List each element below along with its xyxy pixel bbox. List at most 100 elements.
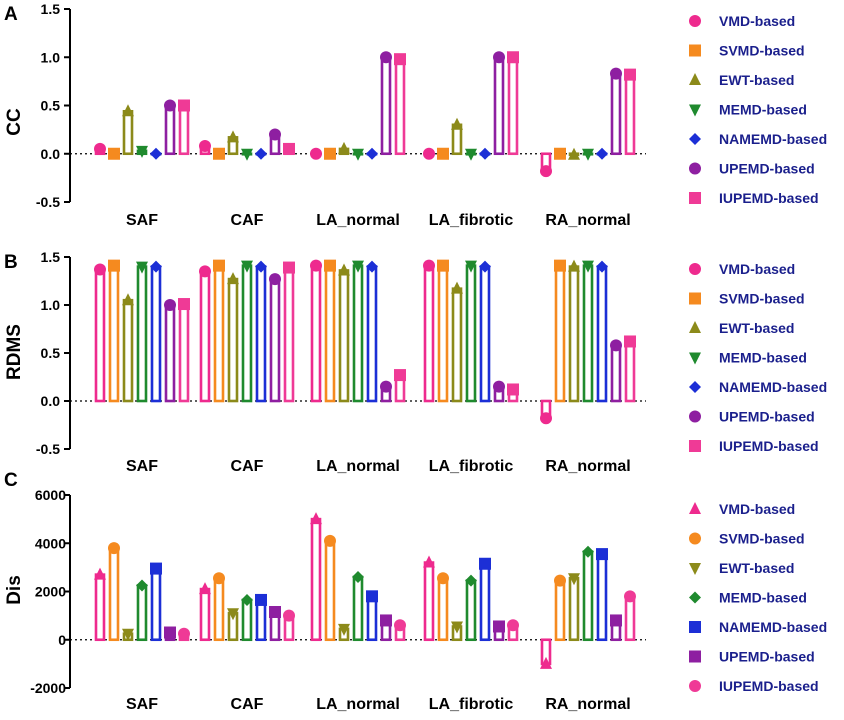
- y-tick-label: 1.0: [41, 49, 61, 65]
- legend-label-svmd-based: SVMD-based: [719, 531, 805, 547]
- bar-cap-namemd-based-caf: [255, 147, 267, 160]
- legend-label-iupemd-based: IUPEMD-based: [719, 678, 819, 694]
- bar-cap-ewt-based-la-normal: [338, 141, 350, 154]
- bar-cap-ewt-based-saf: [122, 293, 134, 306]
- bar-cap-vmd-based-saf: [94, 263, 106, 276]
- x-category-label-la-fibrotic: LA_fibrotic: [429, 696, 514, 713]
- y-tick-label: 0.0: [41, 146, 61, 162]
- bar-svmd-based-la-fibrotic: [437, 264, 449, 403]
- legend-label-vmd-based: VMD-based: [719, 13, 795, 29]
- bar-cap-memd-based-caf: [241, 148, 253, 161]
- bar-upemd-based-saf: [164, 104, 176, 156]
- bar-cap-namemd-based-la-normal: [366, 147, 378, 160]
- bar-cap-vmd-based-saf: [94, 142, 106, 155]
- bar-cap-upemd-based-caf: [269, 128, 281, 141]
- bar-svmd-based-ra-normal: [554, 264, 566, 403]
- legend-label-ewt-based: EWT-based: [719, 320, 794, 336]
- y-tick-label: -2000: [30, 680, 66, 696]
- bar-svmd-based-ra-normal: [554, 579, 566, 642]
- bar-namemd-based-la-fibrotic: [479, 265, 491, 403]
- bar-ewt-based-la-fibrotic: [451, 287, 463, 403]
- bar-ewt-based-la-normal: [338, 269, 350, 403]
- bar-ewt-based-saf: [122, 109, 134, 156]
- bar-svmd-based-la-normal: [324, 539, 336, 642]
- legend-label-upemd-based: UPEMD-based: [719, 161, 815, 177]
- y-axis-label: CC: [4, 108, 25, 136]
- bar-vmd-based-saf: [94, 268, 106, 403]
- legend-label-namemd-based: NAMEMD-based: [719, 619, 827, 635]
- bar-cap-svmd-based-saf: [108, 259, 120, 272]
- bar-cap-iupemd-based-caf: [283, 142, 295, 155]
- legend-marker-iupemd-based: [689, 192, 701, 204]
- legend-label-memd-based: MEMD-based: [719, 102, 807, 118]
- bar-cap-namemd-based-la-fibrotic: [479, 147, 491, 160]
- bar-cap-vmd-based-caf: [199, 140, 211, 153]
- bar-iupemd-based-la-normal: [394, 57, 406, 156]
- x-category-label-caf: CAF: [231, 212, 264, 229]
- y-tick-label: 6000: [35, 487, 66, 503]
- legend-label-svmd-based: SVMD-based: [719, 291, 805, 307]
- x-category-label-la-normal: LA_normal: [316, 212, 400, 229]
- bar-cap-upemd-based-ra-normal: [610, 67, 622, 80]
- bar-vmd-based-la-fibrotic: [423, 264, 435, 403]
- bar-cap-namemd-based-ra-normal: [596, 548, 608, 561]
- bar-cap-ewt-based-ra-normal: [568, 147, 580, 160]
- bar-cap-memd-based-saf: [136, 579, 148, 592]
- bar-cap-namemd-based-la-fibrotic: [479, 260, 491, 273]
- bar-vmd-based-caf: [199, 270, 211, 403]
- legend-marker-namemd-based: [689, 621, 701, 633]
- bar-svmd-based-caf: [213, 576, 225, 642]
- legend-label-memd-based: MEMD-based: [719, 350, 807, 366]
- bar-memd-based-ra-normal: [582, 550, 594, 642]
- bar-cap-iupemd-based-caf: [283, 609, 295, 622]
- bar-cap-ewt-based-caf: [227, 130, 239, 143]
- bar-iupemd-based-saf: [178, 302, 190, 403]
- bar-cap-iupemd-based-saf: [178, 298, 190, 311]
- bar-iupemd-based-ra-normal: [624, 73, 636, 156]
- bar-cap-vmd-based-saf: [94, 567, 106, 580]
- bar-cap-namemd-based-saf: [150, 147, 162, 160]
- chart-panel-b: B RDMS -0.5 0.0 0.5 1.0 1.5 SAF CAF LA_normal LA_f…: [4, 249, 827, 475]
- y-tick-label: -0.5: [36, 194, 60, 210]
- bar-cap-vmd-based-la-fibrotic: [423, 259, 435, 272]
- bar-memd-based-la-normal: [352, 264, 364, 403]
- x-category-label-la-fibrotic: LA_fibrotic: [429, 458, 514, 475]
- bar-upemd-based-la-normal: [380, 55, 392, 156]
- bar-upemd-based-ra-normal: [610, 72, 622, 156]
- legend-marker-ewt-based: [689, 73, 701, 85]
- bar-cap-svmd-based-la-normal: [324, 259, 336, 272]
- bar-cap-svmd-based-caf: [213, 259, 225, 272]
- bar-cap-memd-based-caf: [241, 260, 253, 273]
- legend-label-iupemd-based: IUPEMD-based: [719, 438, 819, 454]
- x-category-label-ra-normal: RA_normal: [545, 212, 630, 229]
- bar-cap-ewt-based-la-normal: [338, 623, 350, 636]
- bar-upemd-based-ra-normal: [610, 344, 622, 403]
- bar-cap-memd-based-la-fibrotic: [465, 574, 477, 587]
- legend-marker-memd-based: [689, 104, 701, 117]
- bar-cap-upemd-based-caf: [269, 273, 281, 286]
- bar-cap-memd-based-la-fibrotic: [465, 148, 477, 161]
- panel-label: B: [4, 252, 18, 273]
- y-tick-label: 0.5: [41, 345, 61, 361]
- bar-cap-svmd-based-caf: [213, 147, 225, 160]
- legend-marker-vmd-based: [689, 263, 701, 275]
- bar-cap-memd-based-caf: [241, 593, 253, 606]
- bar-cap-iupemd-based-la-normal: [394, 619, 406, 632]
- bar-cap-ewt-based-la-fibrotic: [451, 281, 463, 294]
- bar-memd-based-ra-normal: [582, 264, 594, 403]
- x-category-label-saf: SAF: [126, 696, 158, 713]
- bar-cap-svmd-based-ra-normal: [554, 574, 566, 587]
- y-tick-label: -0.5: [36, 441, 60, 457]
- legend-marker-memd-based: [689, 352, 701, 365]
- legend-marker-namemd-based: [689, 381, 701, 393]
- bar-vmd-based-saf: [94, 573, 106, 642]
- bar-cap-ewt-based-ra-normal: [568, 259, 580, 272]
- bar-cap-iupemd-based-ra-normal: [624, 68, 636, 81]
- bar-cap-svmd-based-la-normal: [324, 147, 336, 160]
- bar-cap-svmd-based-ra-normal: [554, 147, 566, 160]
- x-category-label-caf: CAF: [231, 696, 264, 713]
- bar-cap-ewt-based-la-normal: [338, 263, 350, 276]
- bar-cap-svmd-based-caf: [213, 572, 225, 585]
- bar-cap-upemd-based-la-normal: [380, 614, 392, 627]
- bar-svmd-based-saf: [108, 546, 120, 642]
